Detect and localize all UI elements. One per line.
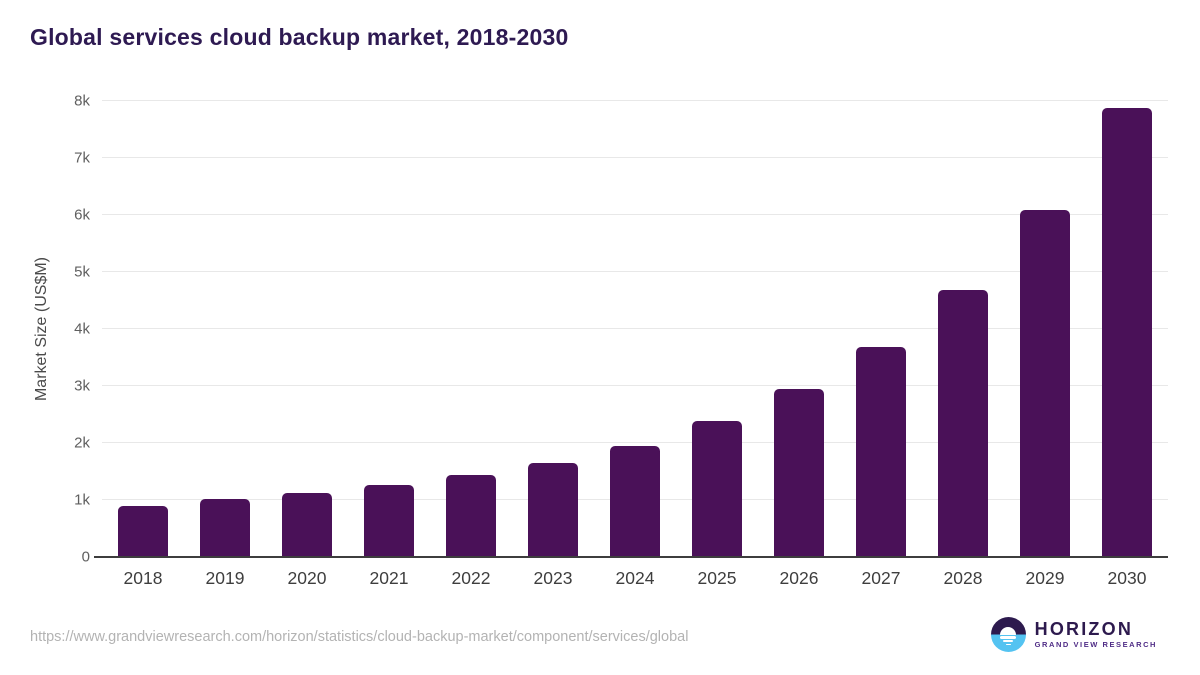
logo-text-block: HORIZON GRAND VIEW RESEARCH bbox=[1034, 618, 1157, 650]
y-tick-label-3k: 3k bbox=[74, 377, 90, 395]
x-tick-label-2023: 2023 bbox=[533, 568, 573, 588]
source-url-text: https://www.grandviewresearch.com/horizo… bbox=[30, 629, 689, 645]
y-tick-label-6k: 6k bbox=[74, 206, 90, 224]
bar-2024[interactable] bbox=[610, 445, 660, 557]
x-tick-label-2020: 2020 bbox=[287, 568, 327, 588]
logo-sun-reflection-line bbox=[1005, 643, 1011, 645]
gridline-6k bbox=[102, 214, 1168, 215]
y-tick-label-1k: 1k bbox=[74, 491, 90, 509]
horizon-sunset-circle-icon bbox=[990, 617, 1026, 652]
y-tick-label-0: 0 bbox=[81, 548, 90, 566]
bar-2022[interactable] bbox=[446, 474, 496, 557]
x-tick-label-2018: 2018 bbox=[123, 568, 163, 588]
x-axis-tick-labels: 2018 2019 2020 2021 2022 2023 2024 2025 2026 2027… bbox=[102, 568, 1168, 589]
gridline-2k bbox=[102, 442, 1168, 443]
gridline-8k bbox=[102, 100, 1168, 101]
logo-sun-shape bbox=[1000, 626, 1017, 635]
bar-2027[interactable] bbox=[856, 346, 906, 557]
plot-area bbox=[94, 100, 1168, 558]
x-tick-label-2029: 2029 bbox=[1025, 568, 1065, 588]
y-axis-tick-labels: 0 1k 2k 3k 4k 5k 6k 7k 8k bbox=[0, 94, 90, 565]
y-tick-label-7k: 7k bbox=[74, 149, 90, 167]
x-tick-label-2028: 2028 bbox=[943, 568, 983, 588]
bar-2023[interactable] bbox=[528, 462, 578, 557]
x-tick-label-2025: 2025 bbox=[697, 568, 737, 588]
bar-2019[interactable] bbox=[200, 499, 250, 557]
logo-sun-reflection-line bbox=[1000, 636, 1017, 639]
y-tick-label-5k: 5k bbox=[74, 263, 90, 281]
bar-2026[interactable] bbox=[774, 389, 824, 557]
x-tick-label-2027: 2027 bbox=[861, 568, 901, 588]
y-tick-label-4k: 4k bbox=[74, 320, 90, 338]
x-axis-line bbox=[94, 556, 1168, 558]
bar-2029[interactable] bbox=[1020, 210, 1070, 557]
logo-brand-name: HORIZON bbox=[1034, 618, 1134, 639]
gridline-7k bbox=[102, 157, 1168, 158]
horizon-logo: HORIZON GRAND VIEW RESEARCH bbox=[990, 617, 1157, 652]
gridline-4k bbox=[102, 328, 1168, 329]
bars-container bbox=[102, 101, 1168, 557]
bar-2025[interactable] bbox=[692, 420, 742, 557]
y-tick-label-8k: 8k bbox=[74, 92, 90, 110]
x-tick-label-2021: 2021 bbox=[369, 568, 409, 588]
bar-2021[interactable] bbox=[364, 485, 414, 557]
y-tick-label-2k: 2k bbox=[74, 434, 90, 452]
chart-title: Global services cloud backup market, 201… bbox=[30, 24, 569, 50]
x-tick-label-2030: 2030 bbox=[1107, 568, 1147, 588]
x-tick-label-2026: 2026 bbox=[779, 568, 819, 588]
x-tick-label-2019: 2019 bbox=[205, 568, 245, 588]
x-tick-label-2022: 2022 bbox=[451, 568, 491, 588]
bar-2020[interactable] bbox=[282, 492, 332, 557]
logo-sun-reflection-line bbox=[1003, 640, 1014, 642]
logo-brand-subtitle: GRAND VIEW RESEARCH bbox=[1034, 640, 1157, 650]
bar-2028[interactable] bbox=[938, 289, 988, 557]
x-tick-label-2024: 2024 bbox=[615, 568, 655, 588]
bar-2030[interactable] bbox=[1102, 108, 1152, 557]
gridline-5k bbox=[102, 271, 1168, 272]
gridline-3k bbox=[102, 385, 1168, 386]
bar-2018[interactable] bbox=[118, 505, 168, 557]
